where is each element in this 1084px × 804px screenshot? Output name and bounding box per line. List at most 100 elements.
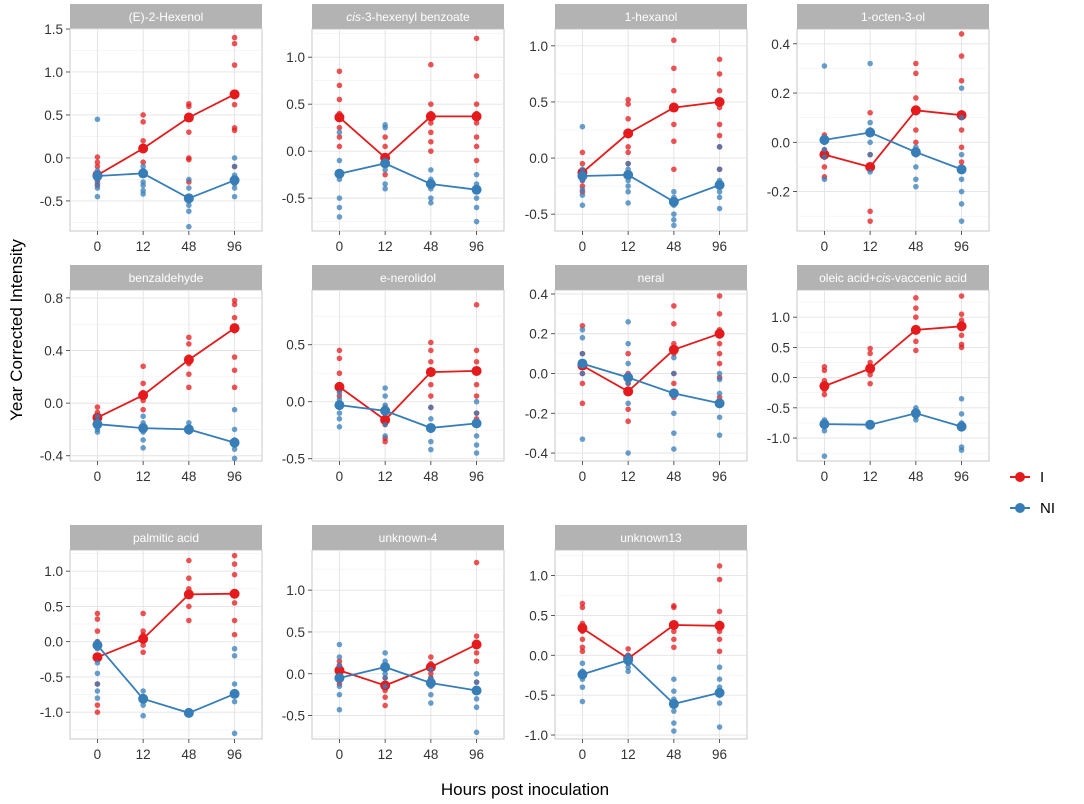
replicate-point: [94, 709, 101, 716]
replicate-point: [186, 202, 192, 209]
replicate-point: [473, 696, 480, 702]
x-tick-label: 48: [908, 469, 923, 484]
replicate-point: [625, 188, 631, 195]
mean-line: [824, 325, 962, 387]
replicate-point: [671, 430, 677, 436]
replicate-point: [140, 649, 146, 656]
replicate-point: [428, 195, 434, 201]
panel-title: cis-3-hexenyl benzoate: [346, 10, 470, 24]
replicate-point: [428, 381, 434, 388]
replicate-point: [94, 413, 101, 420]
y-tick-label: 0.2: [529, 327, 548, 342]
replicate-point: [428, 129, 434, 136]
mean-point: [138, 633, 149, 644]
series-ni: [819, 395, 967, 459]
x-tick-label: 12: [136, 469, 151, 484]
x-tick-label: 48: [423, 239, 438, 254]
panel-plot-area: [311, 28, 505, 232]
replicate-point: [231, 681, 238, 687]
x-tick-label: 96: [227, 747, 242, 762]
replicate-point: [231, 552, 238, 559]
series-ni: [334, 385, 482, 456]
x-tick-label: 0: [336, 469, 344, 484]
mean-point: [714, 398, 725, 409]
y-tick-label: 0.5: [286, 625, 305, 640]
replicate-point: [716, 664, 723, 671]
mean-point: [668, 388, 679, 399]
x-tick-label: 12: [378, 239, 393, 254]
replicate-point: [473, 633, 480, 639]
series-ni: [334, 641, 482, 736]
mean-point: [229, 175, 240, 186]
y-tick-label: 0.0: [286, 667, 305, 682]
replicate-point: [336, 706, 343, 713]
mean-point: [910, 324, 921, 335]
replicate-point: [913, 176, 919, 183]
replicate-point: [186, 420, 192, 426]
replicate-point: [625, 160, 631, 167]
mean-point: [668, 698, 679, 709]
replicate-point: [231, 297, 238, 304]
replicate-point: [428, 446, 434, 453]
mean-point: [714, 179, 725, 190]
panel-strip: [797, 4, 989, 29]
mean-point: [380, 414, 391, 425]
mean-line: [97, 423, 235, 444]
replicate-point: [186, 208, 192, 215]
replicate-point: [231, 101, 238, 108]
mean-point: [183, 589, 194, 600]
replicate-point: [958, 127, 965, 133]
replicate-point: [716, 648, 723, 655]
y-tick-label: 0.0: [44, 635, 63, 650]
replicate-point: [140, 406, 146, 413]
replicate-point: [473, 195, 480, 201]
mean-point: [865, 363, 876, 374]
replicate-point: [716, 676, 723, 682]
x-tick-label: 12: [863, 469, 878, 484]
replicate-point: [473, 302, 480, 308]
mean-point: [92, 652, 103, 663]
replicate-point: [821, 453, 828, 459]
y-tick-label: 1.0: [286, 50, 305, 65]
mean-point: [138, 390, 149, 401]
replicate-point: [867, 380, 873, 387]
replicate-point: [671, 138, 677, 145]
mean-line: [96, 644, 235, 714]
replicate-point: [958, 447, 965, 453]
replicate-point: [716, 608, 723, 615]
y-tick-label: -0.5: [40, 670, 63, 685]
x-tick-label: 48: [666, 747, 681, 762]
replicate-point: [716, 700, 723, 706]
mean-point: [229, 89, 240, 100]
panel-title: 1-hexanol: [625, 10, 678, 24]
replicate-point: [231, 367, 238, 374]
mean-point: [92, 640, 103, 651]
replicate-point: [94, 116, 101, 123]
replicate-point: [336, 124, 343, 131]
replicate-point: [625, 350, 631, 357]
replicate-point: [913, 70, 919, 77]
replicate-point: [94, 702, 101, 708]
replicate-point: [867, 109, 873, 116]
replicate-point: [382, 702, 388, 709]
y-axis-title: Year Corrected Intensity: [7, 239, 26, 421]
replicate-point: [382, 167, 388, 173]
replicate-point: [821, 391, 828, 398]
replicate-point: [231, 455, 238, 462]
replicate-point: [186, 129, 192, 135]
mean-point: [471, 365, 482, 376]
replicate-point: [579, 166, 586, 173]
mean-point: [714, 687, 725, 698]
replicate-point: [671, 321, 677, 327]
replicate-point: [428, 359, 434, 365]
legend-label-i: I: [1040, 469, 1044, 486]
replicate-point: [231, 40, 238, 47]
panel-title: oleic acid+cis-vaccenic acid: [819, 271, 967, 285]
y-tick-label: 0.5: [771, 340, 790, 355]
mean-point: [334, 112, 345, 123]
x-tick-label: 0: [579, 747, 587, 762]
replicate-point: [382, 670, 388, 677]
replicate-point: [716, 350, 723, 357]
replicate-point: [867, 169, 873, 175]
y-tick-label: 0.4: [771, 37, 790, 52]
